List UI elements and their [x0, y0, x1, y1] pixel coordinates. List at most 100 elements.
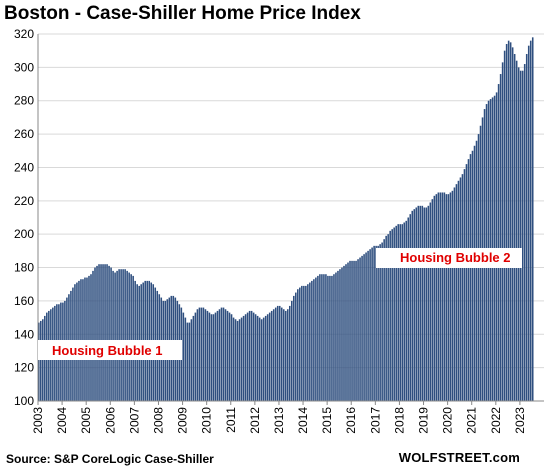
bar [278, 305, 281, 401]
x-axis-ticks: 2003 2004 2005 2006 2007 2008 2009 2010 2011 2012… [31, 401, 527, 434]
bar [403, 222, 406, 401]
bar [270, 310, 273, 401]
bar [449, 192, 452, 401]
bar [118, 269, 120, 401]
bar [503, 50, 506, 402]
source-note: Source: S&P CoreLogic Case-Shiller [6, 452, 214, 466]
bar [401, 224, 404, 401]
bar [202, 307, 205, 401]
bar [100, 264, 102, 401]
bar [321, 274, 323, 401]
bar [104, 264, 106, 401]
bar [467, 159, 470, 401]
bar [42, 319, 44, 401]
bar [411, 210, 414, 401]
bar [258, 317, 261, 401]
bar [226, 310, 229, 401]
bar [465, 164, 468, 401]
bar [331, 275, 333, 401]
bar [395, 225, 397, 401]
y-tick-label: 320 [14, 27, 34, 41]
bar [260, 319, 263, 401]
bar [377, 245, 379, 401]
bar [303, 285, 305, 401]
x-tick-label: 2015 [320, 407, 334, 434]
bar [311, 280, 313, 401]
x-tick-label: 2023 [513, 407, 527, 434]
bar [455, 184, 458, 401]
bar [120, 269, 122, 401]
bar [132, 275, 134, 401]
bar [196, 309, 199, 401]
bar [276, 305, 279, 401]
brand-logo-text: WOLFSTREET.com [398, 450, 520, 465]
bar [280, 307, 283, 401]
y-tick-label: 120 [14, 361, 34, 375]
x-tick-label: 2014 [296, 407, 310, 434]
bar [86, 277, 88, 401]
bar [184, 317, 187, 401]
bar [305, 285, 307, 401]
bar [230, 314, 233, 401]
bar [429, 202, 432, 401]
bar [525, 54, 528, 402]
bar [339, 269, 341, 401]
bar [373, 245, 375, 401]
bar [335, 272, 337, 401]
x-tick-label: 2019 [417, 407, 431, 434]
bar [453, 187, 456, 401]
x-tick-label: 2022 [489, 407, 503, 434]
bar [519, 70, 522, 401]
annotations: Housing Bubble 1 Housing Bubble 2 [38, 248, 522, 360]
bar [216, 310, 219, 401]
bar [431, 199, 434, 401]
bar [375, 245, 377, 401]
bar [254, 314, 257, 401]
bar [295, 292, 297, 401]
bar [309, 282, 311, 401]
bar [517, 67, 520, 402]
bar [363, 254, 365, 401]
bar [198, 307, 201, 401]
bar [319, 274, 321, 401]
bar [301, 285, 303, 401]
bar [122, 269, 124, 401]
annotation-bubble-1: Housing Bubble 1 [52, 343, 163, 358]
bar [523, 64, 526, 401]
bar [188, 322, 191, 401]
bar [399, 224, 401, 401]
bar [272, 309, 275, 401]
bar [423, 207, 426, 401]
y-tick-label: 200 [14, 227, 34, 241]
x-tick-label: 2013 [272, 407, 286, 434]
bar [242, 315, 245, 401]
bar [345, 264, 347, 401]
bar [469, 154, 472, 401]
bar [96, 265, 98, 401]
bar [284, 310, 287, 401]
bar [531, 37, 534, 402]
bar [349, 260, 351, 401]
bar [288, 305, 291, 401]
annotation-bubble-2: Housing Bubble 2 [400, 250, 511, 265]
bar [379, 244, 381, 401]
bar [509, 42, 512, 402]
bar [385, 235, 387, 401]
bar [473, 145, 476, 401]
x-tick-label: 2010 [200, 407, 214, 434]
x-tick-label: 2003 [31, 407, 45, 434]
y-tick-label: 280 [14, 94, 34, 108]
annotation-bubble-2-box [376, 248, 522, 268]
bar [355, 260, 357, 401]
bar [192, 315, 195, 401]
y-tick-label: 260 [14, 127, 34, 141]
bar [98, 264, 100, 401]
x-tick-label: 2007 [127, 407, 141, 434]
bar [286, 309, 289, 401]
bar [419, 205, 422, 401]
bar [307, 284, 309, 401]
bar [435, 194, 438, 401]
bar [248, 310, 251, 401]
bar [365, 252, 367, 401]
bar [521, 70, 524, 401]
